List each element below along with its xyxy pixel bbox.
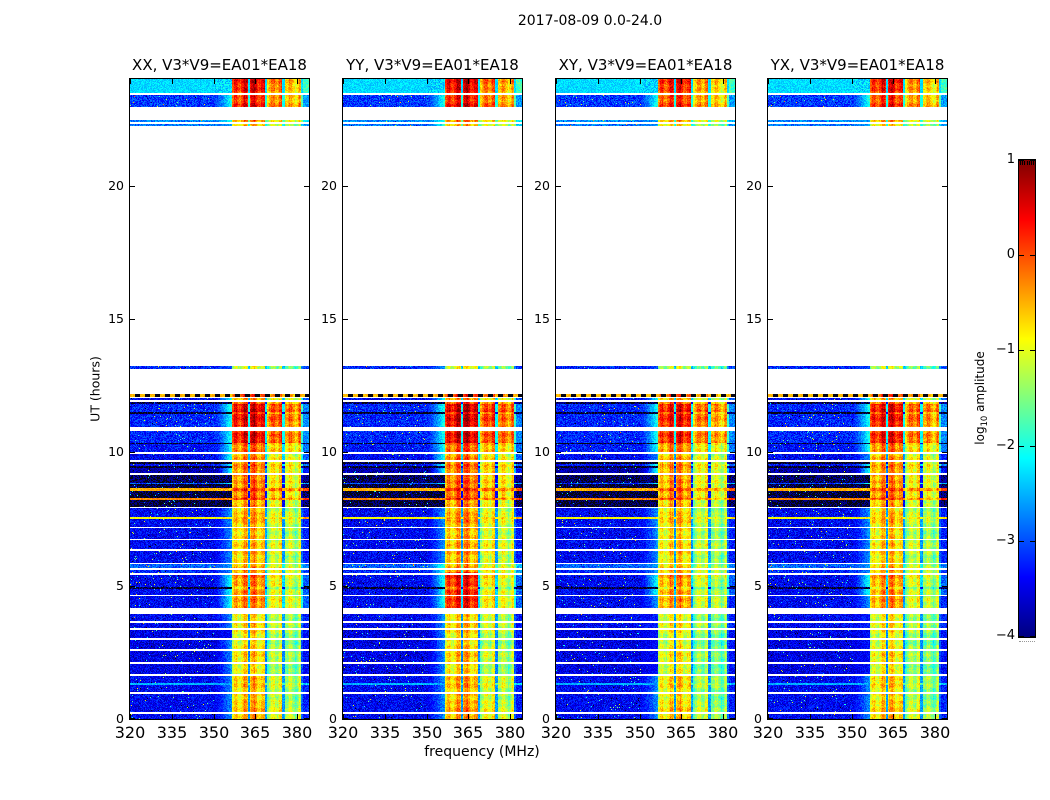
x-tick-label: 350 bbox=[198, 723, 230, 742]
x-tick-label: 350 bbox=[624, 723, 656, 742]
colorbar-tick-label: 0 bbox=[1006, 247, 1015, 262]
colorbar bbox=[1018, 159, 1036, 638]
x-tick-label: 365 bbox=[452, 723, 484, 742]
x-tick-label: 335 bbox=[582, 723, 614, 742]
panel-title-xy: XY, V3*V9=EA01*EA18 bbox=[558, 56, 733, 74]
panel-title-yy: YY, V3*V9=EA01*EA18 bbox=[346, 56, 519, 74]
x-axis-label: frequency (MHz) bbox=[424, 744, 540, 760]
x-tick-label: 335 bbox=[794, 723, 826, 742]
y-tick-label: 5 bbox=[542, 578, 550, 593]
x-tick-label: 320 bbox=[327, 723, 359, 742]
x-tick-label: 365 bbox=[239, 723, 271, 742]
y-tick-label: 10 bbox=[321, 444, 337, 459]
y-tick-label: 20 bbox=[746, 178, 762, 193]
figure-title: 2017-08-09 0.0-24.0 bbox=[517, 13, 663, 29]
panel-title-yx: YX, V3*V9=EA01*EA18 bbox=[770, 56, 945, 74]
x-tick-label: 350 bbox=[411, 723, 443, 742]
panel-yy bbox=[342, 78, 523, 720]
colorbar-tick-label: −1 bbox=[995, 342, 1015, 357]
panel-yx bbox=[767, 78, 948, 720]
y-tick-label: 5 bbox=[116, 578, 124, 593]
panel-title-xx: XX, V3*V9=EA01*EA18 bbox=[132, 56, 307, 74]
x-tick-label: 380 bbox=[707, 723, 739, 742]
x-tick-label: 350 bbox=[836, 723, 868, 742]
colorbar-tick-label: −4 bbox=[995, 628, 1015, 643]
y-tick-label: 0 bbox=[329, 711, 337, 726]
x-tick-label: 380 bbox=[919, 723, 951, 742]
y-tick-label: 5 bbox=[754, 578, 762, 593]
x-tick-label: 320 bbox=[114, 723, 146, 742]
y-tick-label: 15 bbox=[534, 311, 550, 326]
colorbar-canvas bbox=[1019, 160, 1035, 637]
x-tick-label: 320 bbox=[540, 723, 572, 742]
y-tick-label: 10 bbox=[108, 444, 124, 459]
spectrogram-canvas-xy bbox=[556, 79, 735, 719]
y-tick-label: 15 bbox=[108, 311, 124, 326]
y-tick-label: 20 bbox=[534, 178, 550, 193]
x-tick-label: 365 bbox=[877, 723, 909, 742]
x-tick-label: 320 bbox=[752, 723, 784, 742]
colorbar-label-sub: 10 bbox=[979, 415, 990, 427]
colorbar-tick-label: 1 bbox=[1006, 152, 1015, 167]
x-tick-label: 365 bbox=[665, 723, 697, 742]
x-tick-label: 335 bbox=[369, 723, 401, 742]
panel-xx bbox=[129, 78, 310, 720]
x-tick-label: 335 bbox=[156, 723, 188, 742]
y-tick-label: 0 bbox=[754, 711, 762, 726]
y-tick-label: 5 bbox=[329, 578, 337, 593]
y-tick-label: 15 bbox=[321, 311, 337, 326]
spectrogram-canvas-xx bbox=[130, 79, 309, 719]
y-tick-label: 20 bbox=[321, 178, 337, 193]
x-tick-label: 380 bbox=[494, 723, 526, 742]
colorbar-label: log10 amplitude bbox=[973, 351, 989, 444]
y-tick-label: 0 bbox=[116, 711, 124, 726]
y-axis-label: UT (hours) bbox=[87, 356, 103, 422]
colorbar-underflow-dots bbox=[1019, 641, 1035, 642]
y-tick-label: 10 bbox=[534, 444, 550, 459]
panel-xy bbox=[555, 78, 736, 720]
y-tick-label: 15 bbox=[746, 311, 762, 326]
x-tick-label: 380 bbox=[281, 723, 313, 742]
colorbar-tick-label: −3 bbox=[995, 533, 1015, 548]
colorbar-label-suffix: amplitude bbox=[972, 351, 987, 416]
spectrogram-canvas-yx bbox=[768, 79, 947, 719]
spectrogram-canvas-yy bbox=[343, 79, 522, 719]
y-tick-label: 20 bbox=[108, 178, 124, 193]
y-tick-label: 0 bbox=[542, 711, 550, 726]
y-tick-label: 10 bbox=[746, 444, 762, 459]
colorbar-tick-label: −2 bbox=[995, 438, 1015, 453]
